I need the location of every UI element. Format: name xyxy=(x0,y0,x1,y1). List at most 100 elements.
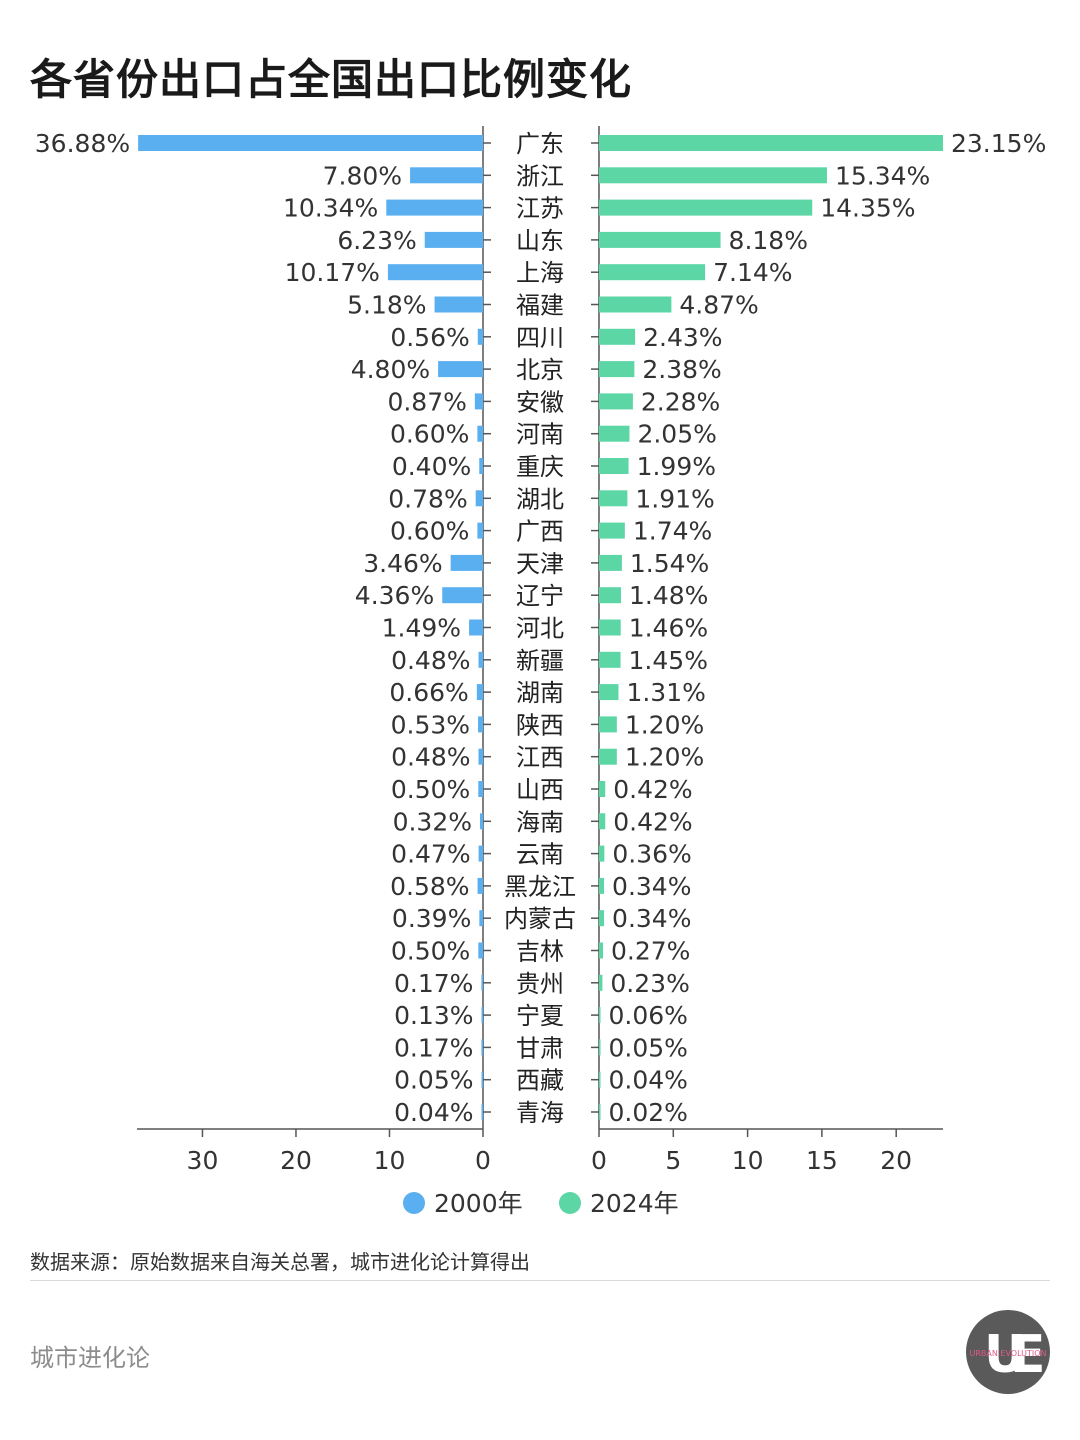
value-label-2000: 0.32% xyxy=(393,807,472,836)
right-x-tick-label: 15 xyxy=(806,1146,838,1175)
bar-2000 xyxy=(438,361,483,378)
value-label-2000: 4.36% xyxy=(355,581,434,610)
bar-2000 xyxy=(480,813,483,830)
category-label: 安徽 xyxy=(516,388,564,416)
category-label: 河南 xyxy=(516,421,564,449)
value-label-2024: 0.02% xyxy=(609,1098,688,1127)
value-label-2024: 1.46% xyxy=(629,614,708,643)
category-label: 广东 xyxy=(516,130,564,158)
bar-2000 xyxy=(481,1071,483,1088)
value-label-2000: 0.05% xyxy=(394,1066,473,1095)
value-label-2000: 3.46% xyxy=(363,549,442,578)
value-label-2024: 0.06% xyxy=(609,1001,688,1030)
value-label-2000: 36.88% xyxy=(35,129,130,158)
category-label: 陕西 xyxy=(516,711,564,739)
bar-2024 xyxy=(599,361,635,378)
category-label: 吉林 xyxy=(516,938,564,966)
category-label: 河北 xyxy=(516,615,564,643)
right-x-tick-label: 10 xyxy=(732,1146,764,1175)
data-source-note: 数据来源：原始数据来自海关总署，城市进化论计算得出 xyxy=(30,1250,530,1274)
bar-2024 xyxy=(599,974,603,991)
value-label-2024: 15.34% xyxy=(835,161,930,190)
bar-2000 xyxy=(138,135,483,151)
category-label: 广西 xyxy=(516,518,564,546)
value-label-2000: 0.78% xyxy=(388,484,467,513)
category-label: 山西 xyxy=(516,776,564,804)
category-label: 湖南 xyxy=(516,679,564,707)
value-label-2000: 10.17% xyxy=(285,258,380,287)
value-label-2000: 4.80% xyxy=(351,355,430,384)
value-label-2000: 1.49% xyxy=(382,614,461,643)
left-x-tick-label: 30 xyxy=(187,1146,219,1175)
bar-2024 xyxy=(599,716,617,733)
bar-2000 xyxy=(478,716,483,733)
category-label: 内蒙古 xyxy=(504,905,576,933)
value-label-2024: 1.45% xyxy=(629,646,708,675)
category-label: 江苏 xyxy=(516,195,564,223)
footer-divider xyxy=(30,1280,1050,1281)
bar-2024 xyxy=(599,522,625,539)
category-label: 四川 xyxy=(516,324,564,352)
value-label-2000: 0.50% xyxy=(391,937,470,966)
value-label-2024: 14.35% xyxy=(820,194,915,223)
category-label: 新疆 xyxy=(516,647,564,675)
value-label-2024: 0.27% xyxy=(611,937,690,966)
bar-2024 xyxy=(599,910,605,927)
brand-logo-text: URBAN EVOLUTION xyxy=(969,1349,1046,1358)
value-label-2000: 6.23% xyxy=(337,226,416,255)
bar-2000 xyxy=(479,458,483,474)
bar-2024 xyxy=(599,1104,601,1120)
category-label: 上海 xyxy=(516,259,564,287)
category-label: 重庆 xyxy=(516,453,564,481)
category-label: 山东 xyxy=(516,227,564,255)
value-label-2024: 0.04% xyxy=(609,1066,688,1095)
value-label-2000: 0.56% xyxy=(390,323,469,352)
bar-2024 xyxy=(599,554,622,571)
value-label-2000: 0.60% xyxy=(390,517,469,546)
value-label-2024: 2.43% xyxy=(643,323,722,352)
value-label-2024: 1.20% xyxy=(625,710,704,739)
value-label-2024: 1.91% xyxy=(635,484,714,513)
bar-2000 xyxy=(478,651,483,668)
bar-2024 xyxy=(599,684,619,701)
value-label-2000: 10.34% xyxy=(283,194,378,223)
bar-2000 xyxy=(424,231,483,248)
value-label-2024: 0.42% xyxy=(613,807,692,836)
value-label-2000: 0.50% xyxy=(391,775,470,804)
bar-2000 xyxy=(478,845,483,862)
category-label: 青海 xyxy=(516,1099,564,1127)
bar-2024 xyxy=(599,425,630,442)
left-x-tick-label: 20 xyxy=(280,1146,312,1175)
bar-2024 xyxy=(599,490,628,507)
value-label-2024: 0.23% xyxy=(610,969,689,998)
bar-2024 xyxy=(599,1071,601,1088)
bar-2000 xyxy=(481,1039,483,1056)
value-label-2024: 1.54% xyxy=(630,549,709,578)
bar-2024 xyxy=(599,167,827,184)
bar-2000 xyxy=(477,522,483,539)
bar-2024 xyxy=(599,619,621,636)
legend-label-2024: 2024年 xyxy=(590,1189,679,1218)
value-label-2024: 0.42% xyxy=(613,775,692,804)
bar-2000 xyxy=(434,296,483,313)
right-x-tick-label: 20 xyxy=(880,1146,912,1175)
value-label-2024: 4.87% xyxy=(679,291,758,320)
bar-2000 xyxy=(478,942,483,959)
value-label-2024: 1.74% xyxy=(633,517,712,546)
value-label-2000: 0.17% xyxy=(394,969,473,998)
category-label: 宁夏 xyxy=(516,1002,564,1030)
value-label-2024: 2.38% xyxy=(642,355,721,384)
value-label-2024: 2.05% xyxy=(637,420,716,449)
bar-2000 xyxy=(478,748,483,765)
bar-2024 xyxy=(599,231,721,248)
value-label-2000: 0.04% xyxy=(394,1098,473,1127)
bar-2024 xyxy=(599,813,606,830)
bar-2000 xyxy=(450,554,483,571)
value-label-2000: 0.66% xyxy=(389,678,468,707)
value-label-2000: 0.17% xyxy=(394,1033,473,1062)
bar-2024 xyxy=(599,845,605,862)
bar-2024 xyxy=(599,877,605,894)
category-label: 天津 xyxy=(516,550,564,578)
bar-2000 xyxy=(481,974,483,991)
category-label: 海南 xyxy=(516,808,564,836)
